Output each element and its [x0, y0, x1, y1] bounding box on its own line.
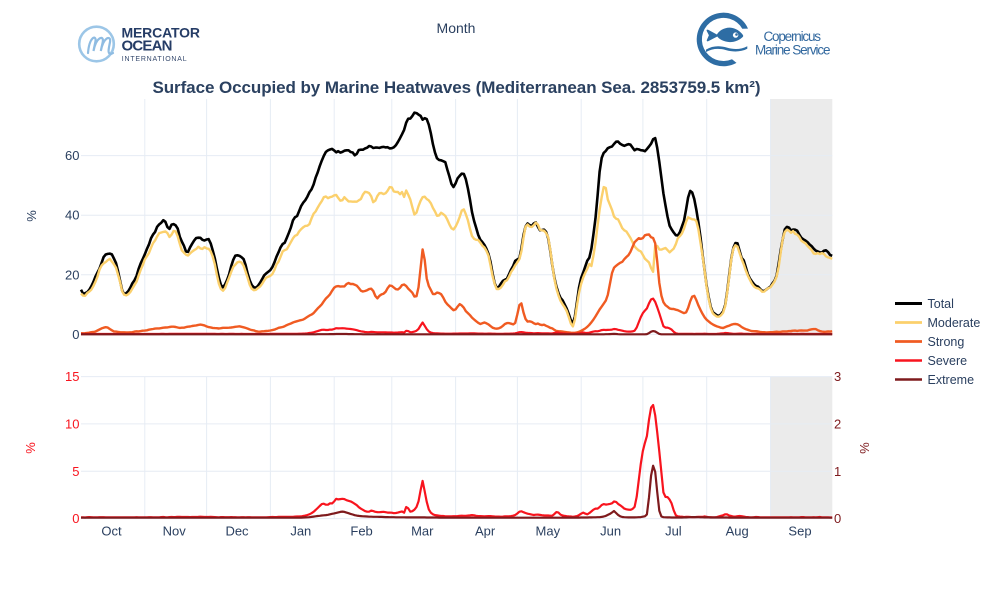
svg-text:Dec: Dec [225, 524, 249, 539]
svg-text:Surface Occupied by Marine Hea: Surface Occupied by Marine Heatwaves (Me… [153, 78, 761, 97]
svg-text:Strong: Strong [928, 335, 965, 349]
svg-text:2: 2 [834, 416, 841, 431]
svg-text:Apr: Apr [475, 524, 496, 539]
svg-text:40: 40 [65, 208, 79, 223]
svg-text:Jun: Jun [600, 524, 621, 539]
svg-text:Total: Total [928, 297, 954, 311]
svg-text:3: 3 [834, 369, 841, 384]
svg-text:Severe: Severe [928, 354, 968, 368]
svg-text:%: % [23, 442, 38, 454]
svg-text:OCEAN: OCEAN [122, 38, 173, 55]
svg-text:Copernicus: Copernicus [764, 29, 822, 44]
svg-text:60: 60 [65, 148, 79, 163]
svg-text:May: May [536, 524, 561, 539]
svg-text:0: 0 [72, 511, 79, 526]
svg-text:10: 10 [65, 416, 79, 431]
svg-text:Month: Month [437, 20, 476, 36]
svg-text:%: % [24, 210, 39, 222]
svg-text:15: 15 [65, 369, 79, 384]
svg-text:Moderate: Moderate [928, 316, 981, 330]
svg-text:20: 20 [65, 267, 79, 282]
svg-text:Feb: Feb [350, 524, 372, 539]
svg-text:%: % [857, 442, 872, 454]
svg-text:Jul: Jul [665, 524, 682, 539]
svg-text:Marine Service: Marine Service [755, 43, 831, 58]
svg-text:Sep: Sep [788, 524, 811, 539]
svg-text:Oct: Oct [101, 524, 122, 539]
svg-text:Extreme: Extreme [928, 373, 975, 387]
svg-text:Jan: Jan [290, 524, 311, 539]
svg-text:Aug: Aug [726, 524, 749, 539]
svg-text:Mar: Mar [411, 524, 434, 539]
svg-text:5: 5 [72, 464, 79, 479]
svg-text:1: 1 [834, 464, 841, 479]
svg-text:0: 0 [834, 511, 841, 526]
svg-text:INTERNATIONAL: INTERNATIONAL [122, 56, 188, 63]
svg-text:0: 0 [72, 327, 79, 342]
svg-text:MERCATOR: MERCATOR [122, 24, 201, 40]
svg-text:Nov: Nov [163, 524, 187, 539]
